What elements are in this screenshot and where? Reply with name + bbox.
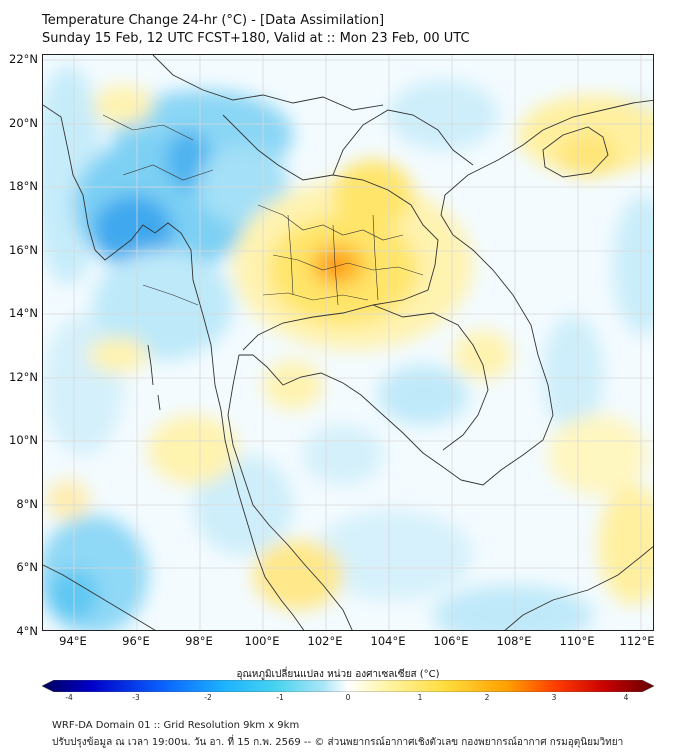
map-title: Temperature Change 24-hr (°C) - [Data As… bbox=[42, 12, 470, 48]
lon-label-96: 96°E bbox=[122, 634, 150, 648]
sumatra-coast bbox=[43, 564, 156, 630]
lon-label-100: 100°E bbox=[244, 634, 280, 648]
lat-label-8: 8°N bbox=[16, 497, 38, 511]
hainan-island bbox=[542, 126, 609, 178]
malay-peninsula-west bbox=[247, 524, 305, 630]
colorbar-tick-m1: -1 bbox=[276, 693, 284, 702]
lat-label-12: 12°N bbox=[9, 370, 38, 384]
lat-label-10: 10°N bbox=[9, 433, 38, 447]
footer-model-info: WRF-DA Domain 01 :: Grid Resolution 9km … bbox=[52, 720, 300, 731]
footer-update-info: ปรับปรุงข้อมูล ณ เวลา 19:00น. วัน อา. ที… bbox=[52, 737, 624, 748]
colorbar-tick-3: 3 bbox=[551, 693, 557, 702]
colorbar-tick-m2: -2 bbox=[204, 693, 212, 702]
lon-label-104: 104°E bbox=[370, 634, 406, 648]
cambodia-border bbox=[372, 304, 489, 451]
title-line-2: Sunday 15 Feb, 12 UTC FCST+180, Valid at… bbox=[42, 31, 470, 46]
thailand-laos-border bbox=[222, 114, 439, 351]
cambodia-vietnam-coast bbox=[440, 99, 653, 486]
lat-label-6: 6°N bbox=[16, 560, 38, 574]
temperature-change-map bbox=[42, 54, 654, 631]
colorbar-tick-1: 1 bbox=[417, 693, 423, 702]
coastlines-and-borders bbox=[43, 55, 653, 630]
lon-label-94: 94°E bbox=[59, 634, 87, 648]
lat-label-16: 16°N bbox=[9, 243, 38, 257]
laos-vietnam-border bbox=[332, 109, 474, 176]
lat-label-14: 14°N bbox=[9, 306, 38, 320]
title-line-1: Temperature Change 24-hr (°C) - [Data As… bbox=[42, 13, 385, 28]
colorbar-title: อุณหภูมิเปลี่ยนแปลง หน่วย องศาเซลเซียส (… bbox=[236, 669, 440, 680]
lat-label-20: 20°N bbox=[9, 116, 38, 130]
temperature-field bbox=[43, 65, 653, 630]
myanmar-west-coast bbox=[43, 104, 249, 526]
colorbar-tick-0: 0 bbox=[345, 693, 351, 702]
lon-label-106: 106°E bbox=[433, 634, 469, 648]
colorbar bbox=[42, 680, 654, 692]
colorbar-gradient bbox=[42, 680, 654, 692]
lat-label-22: 22°N bbox=[9, 52, 38, 66]
peninsula-east-coast bbox=[227, 354, 353, 630]
borneo-coast bbox=[504, 546, 653, 630]
andaman-islands bbox=[147, 344, 161, 411]
colorbar-tick-2: 2 bbox=[484, 693, 490, 702]
lon-label-98: 98°E bbox=[185, 634, 213, 648]
colorbar-tick-m4: -4 bbox=[65, 693, 73, 702]
map-canvas bbox=[43, 55, 653, 630]
lon-label-110: 110°E bbox=[559, 634, 595, 648]
myanmar-internal bbox=[102, 114, 214, 306]
lat-label-4: 4°N bbox=[16, 624, 38, 638]
graticule bbox=[43, 55, 653, 630]
lon-label-112: 112°E bbox=[619, 634, 655, 648]
colorbar-tick-m3: -3 bbox=[132, 693, 140, 702]
lat-label-18: 18°N bbox=[9, 179, 38, 193]
thailand-provinces bbox=[257, 204, 424, 306]
gulf-of-thailand-coast bbox=[239, 354, 462, 481]
china-border bbox=[152, 55, 384, 111]
colorbar-tick-4: 4 bbox=[623, 693, 629, 702]
lon-label-102: 102°E bbox=[307, 634, 343, 648]
lon-label-108: 108°E bbox=[496, 634, 532, 648]
